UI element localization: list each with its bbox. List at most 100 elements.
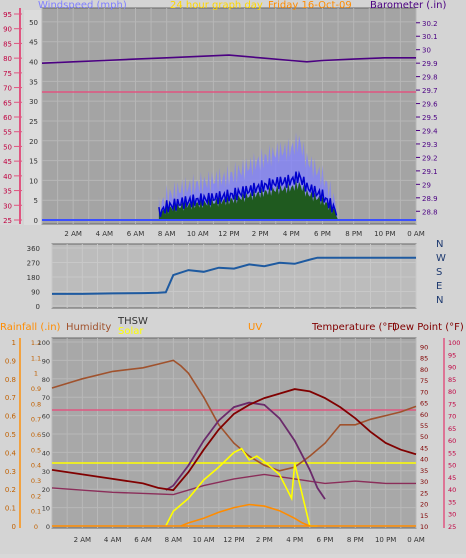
humidity-tick-label: 70 — [42, 394, 50, 402]
direction-degree-label: 360 — [27, 245, 40, 253]
pink-tick-label: 40 — [3, 173, 12, 181]
humidity-tick-label: 50 — [42, 431, 50, 439]
solar-axis-title: Solar — [118, 326, 144, 337]
top-x-tick-label: 4 AM — [96, 230, 114, 238]
graph-title: 24 hour graph day — [170, 0, 263, 11]
temperature-tick-label: 85 — [420, 355, 428, 363]
rainfall-tick-label: 0.8 — [5, 376, 16, 384]
direction-degree-label: 0 — [36, 303, 40, 311]
humidity-tick-label: 80 — [42, 376, 50, 384]
bottom-x-tick-label: 6 PM — [317, 536, 334, 544]
bottom-x-tick-label: 2 AM — [74, 536, 92, 544]
uv-axis-title: UV — [248, 322, 262, 333]
top-x-tick-label: 2 AM — [64, 230, 82, 238]
bottom-x-tick-label: 6 AM — [134, 536, 152, 544]
rainfall-tick-label: 1 — [12, 339, 16, 347]
windspeed-tick-label: 35 — [29, 78, 38, 86]
windspeed-tick-label: 5 — [34, 197, 38, 205]
bottom-series-layer — [51, 359, 417, 527]
dewpoint-tick-label: 90 — [448, 364, 456, 372]
pink-tick-label: 30 — [3, 202, 12, 210]
direction-degree-label: 90 — [31, 289, 40, 297]
dewpoint-tick-label: 55 — [448, 449, 456, 457]
bottom-x-tick-label: 10 PM — [375, 536, 396, 544]
humidity-tick-label: 30 — [42, 468, 50, 476]
temperature-tick-label: 10 — [420, 523, 428, 531]
top-x-tick-label: 6 AM — [127, 230, 145, 238]
thsw-axis-title: THSW — [117, 316, 148, 327]
bottom-x-tick-label: 4 AM — [104, 536, 122, 544]
pink-tick-label: 55 — [3, 129, 12, 137]
humidity-tick-label: 90 — [42, 357, 50, 365]
pink-tick-label: 45 — [3, 158, 12, 166]
uv-tick-label: 1 — [34, 370, 38, 378]
rainfall-tick-label: 0.4 — [5, 449, 17, 457]
temperature-tick-label: 25 — [420, 489, 428, 497]
windspeed-tick-label: 45 — [29, 39, 38, 47]
windspeed-tick-label: 20 — [29, 138, 38, 146]
humidity-tick-label: 100 — [38, 339, 50, 347]
uv-tick-label: 0.9 — [31, 385, 41, 393]
dewpoint-tick-label: 80 — [448, 388, 456, 396]
rainfall-tick-label: 0.6 — [5, 413, 17, 421]
barometer-tick-label: 29.7 — [422, 87, 438, 95]
windspeed-tick-label: 40 — [29, 59, 38, 67]
bottom-x-tick-label: 2 PM — [256, 536, 273, 544]
dewpoint-tick-label: 25 — [448, 523, 456, 531]
pink-tick-label: 75 — [3, 70, 12, 78]
temperature-tick-label: 75 — [420, 377, 428, 385]
pink-tick-label: 70 — [3, 85, 12, 93]
uv-tick-label: 0.1 — [31, 508, 41, 516]
windspeed-tick-label: 10 — [29, 177, 38, 185]
barometer-tick-label: 30.1 — [422, 33, 438, 41]
barometer-tick-label: 29.5 — [422, 114, 438, 122]
bottom-x-tick-label: 8 AM — [165, 536, 183, 544]
temperature-tick-label: 40 — [420, 456, 428, 464]
dewpoint-tick-label: 45 — [448, 474, 456, 482]
bottom-x-tick-label: 0 AM — [407, 536, 425, 544]
uv-tick-label: 0.6 — [31, 431, 41, 439]
barometer-tick-label: 29 — [422, 181, 431, 189]
top-x-tick-label: 10 AM — [187, 230, 209, 238]
dewpoint-line — [51, 473, 416, 496]
top-x-tick-label: 2 PM — [252, 230, 269, 238]
temperature-tick-label: 55 — [420, 422, 428, 430]
windspeed-tick-label: 50 — [29, 19, 38, 27]
temperature-tick-label: 35 — [420, 467, 428, 475]
uv-line — [180, 503, 311, 527]
temperature-tick-label: 50 — [420, 433, 428, 441]
temperature-tick-label: 90 — [420, 343, 428, 351]
barometer-tick-label: 29.2 — [422, 154, 438, 162]
compass-label: W — [436, 253, 446, 264]
barometer-tick-label: 29.3 — [422, 141, 438, 149]
dewpoint-axis-title: Dew Point (°F) — [392, 322, 464, 333]
dewpoint-tick-label: 70 — [448, 413, 456, 421]
pink-tick-label: 90 — [3, 26, 12, 34]
top-series-layer — [41, 54, 416, 221]
bottom-x-tick-label: 12 PM — [223, 536, 244, 544]
bottom-x-ticks: 2 AM 4 AM 6 AM 8 AM 10 AM 12 PM 2 PM 4 PM 6 PM 8 … — [74, 536, 425, 544]
rainfall-axis-title: Rainfall (.in) — [0, 322, 61, 333]
dewpoint-tick-label: 60 — [448, 437, 456, 445]
rainfall-tick-label: 0.9 — [5, 357, 16, 365]
dewpoint-tick-label: 30 — [448, 511, 456, 519]
bottom-grid — [51, 338, 417, 528]
humidity-axis-title: Humidity — [66, 322, 111, 333]
wind-direction-line — [52, 256, 416, 295]
bottom-x-tick-label: 10 AM — [193, 536, 215, 544]
uv-tick-label: 1.2 — [31, 339, 41, 347]
direction-degree-label: 180 — [27, 274, 40, 282]
rainfall-tick-label: 0.5 — [5, 431, 16, 439]
pink-tick-label: 80 — [3, 55, 12, 63]
uv-tick-label: 0.8 — [31, 400, 41, 408]
pink-tick-label: 50 — [3, 143, 12, 151]
humidity-tick-label: 0 — [46, 523, 50, 531]
barometer-tick-label: 28.8 — [422, 208, 438, 216]
top-x-tick-label: 12 PM — [218, 230, 239, 238]
dewpoint-tick-label: 85 — [448, 376, 456, 384]
temperature-tick-label: 20 — [420, 501, 428, 509]
temperature-tick-label: 60 — [420, 411, 428, 419]
rainfall-tick-label: 0.3 — [5, 468, 16, 476]
